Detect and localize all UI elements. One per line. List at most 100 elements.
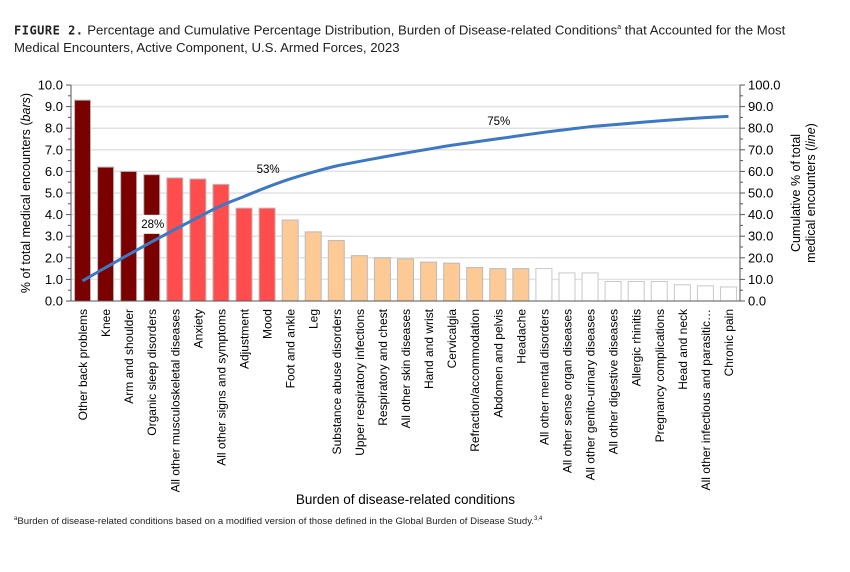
title-superscript: a	[617, 24, 622, 31]
right-axis-title-paren: )	[804, 123, 818, 127]
left-tick-label: 8.0	[45, 121, 63, 136]
category-label: All other digestive diseases	[607, 309, 621, 454]
bar	[97, 166, 115, 302]
left-tick-label: 2.0	[45, 250, 63, 265]
annotation-background	[141, 214, 164, 234]
cumulative-annotation: 53%	[257, 164, 280, 176]
category-label: Allergic rhinitis	[630, 309, 644, 386]
left-tick-label: 0.0	[45, 294, 63, 309]
left-tick-label: 6.0	[45, 164, 63, 179]
category-label: All other infectious and parasitic…	[699, 309, 713, 490]
right-tick-label: 60.0	[748, 164, 773, 179]
bar	[489, 268, 507, 302]
bar	[304, 231, 322, 302]
bar	[604, 281, 622, 302]
left-tick-label: 3.0	[45, 229, 63, 244]
footnote: aBurden of disease-related conditions ba…	[14, 516, 542, 527]
category-label: Foot and ankle	[284, 309, 298, 389]
category-label: All other sense organ diseases	[560, 309, 574, 473]
left-tick-label: 9.0	[45, 99, 63, 114]
bar	[696, 285, 714, 302]
category-label: Abdomen and pelvis	[491, 309, 505, 418]
category-label: Adjustment	[238, 308, 252, 369]
bar	[443, 262, 461, 302]
right-tick-label: 100.0	[748, 78, 781, 93]
bar	[466, 267, 484, 302]
bar	[581, 272, 599, 302]
right-tick-label: 30.0	[748, 229, 773, 244]
category-label: All other mental disorders	[537, 309, 551, 445]
right-tick-label: 70.0	[748, 142, 773, 157]
category-label: Headache	[514, 309, 528, 364]
cumulative-line	[81, 114, 729, 283]
category-label: Refraction/accommodation	[468, 309, 482, 452]
right-tick-label: 40.0	[748, 207, 773, 222]
left-axis-title: % of total medical encounters (bars)	[19, 93, 33, 293]
bar	[512, 268, 530, 302]
category-label: Anxiety	[191, 309, 205, 348]
footnote-refs: 3,4	[533, 516, 543, 522]
bar	[327, 240, 345, 302]
left-tick-label: 1.0	[45, 272, 63, 287]
category-label: Organic sleep disorders	[145, 309, 159, 436]
category-label: Arm and shoulder	[122, 309, 136, 404]
left-tick-label: 10.0	[38, 78, 63, 93]
figure-label: FIGURE 2.	[14, 23, 84, 38]
bar	[719, 286, 737, 302]
right-tick-label: 0.0	[748, 294, 766, 309]
left-axis-title-text: % of total medical encounters (	[19, 121, 33, 293]
right-axis-title-text: medical encounters (	[804, 146, 818, 263]
left-axis-title-italic: bars	[19, 97, 33, 121]
figure-title: FIGURE 2. Percentage and Cumulative Perc…	[14, 19, 834, 57]
left-axis-title-paren: )	[19, 93, 33, 97]
title-text-after: that Accounted for the Most Medical Enco…	[14, 22, 786, 56]
bar	[397, 258, 414, 302]
footnote-text: Burden of disease-related conditions bas…	[17, 516, 534, 528]
right-tick-label: 90.0	[748, 99, 773, 114]
category-label: Head and neck	[676, 308, 690, 390]
bar	[258, 207, 276, 302]
category-label: Leg	[307, 309, 321, 329]
category-label: Pregnancy complications	[653, 309, 667, 442]
category-label: Knee	[99, 309, 113, 337]
category-label: Respiratory and chest	[376, 308, 390, 425]
category-label: All other signs and symptoms	[214, 309, 228, 466]
right-axis-title-line2: medical encounters (line)	[804, 123, 818, 263]
cumulative-annotation: 28%	[141, 219, 164, 231]
bar	[189, 178, 207, 302]
category-label: Substance abuse disorders	[330, 309, 344, 454]
category-label: All other skin diseases	[399, 309, 413, 428]
right-axis-title-italic: line	[804, 127, 818, 147]
cumulative-annotation: 75%	[487, 116, 510, 128]
right-tick-label: 10.0	[748, 272, 773, 287]
category-label: Mood	[261, 309, 275, 339]
category-label: All other genito-urinary diseases	[584, 309, 598, 480]
category-label: Upper respiratory infections	[353, 309, 367, 456]
right-tick-label: 80.0	[748, 121, 773, 136]
category-label: Chronic pain	[722, 309, 736, 376]
category-label: Hand and wrist	[422, 308, 436, 389]
right-tick-label: 50.0	[748, 186, 773, 201]
bar	[350, 255, 368, 302]
right-tick-label: 20.0	[748, 250, 773, 265]
bar	[558, 272, 576, 302]
bar	[535, 268, 553, 302]
category-label: Cervicalgia	[445, 309, 459, 369]
bar	[673, 284, 691, 302]
bar	[373, 257, 391, 302]
bar	[235, 207, 253, 302]
left-tick-label: 5.0	[45, 186, 63, 201]
right-axis-title-line1: Cumulative % of total	[789, 134, 803, 252]
bar	[74, 99, 92, 302]
title-text: Percentage and Cumulative Percentage Dis…	[87, 22, 618, 38]
x-axis-title: Burden of disease-related conditions	[296, 492, 515, 507]
category-label: All other musculoskeletal diseases	[168, 309, 182, 492]
category-label: Other back problems	[76, 309, 90, 420]
bar	[281, 219, 299, 302]
footnote-marker: a	[14, 516, 18, 522]
left-tick-label: 4.0	[45, 207, 63, 222]
bar	[627, 281, 645, 302]
bar	[120, 170, 138, 302]
left-tick-label: 7.0	[45, 142, 63, 157]
